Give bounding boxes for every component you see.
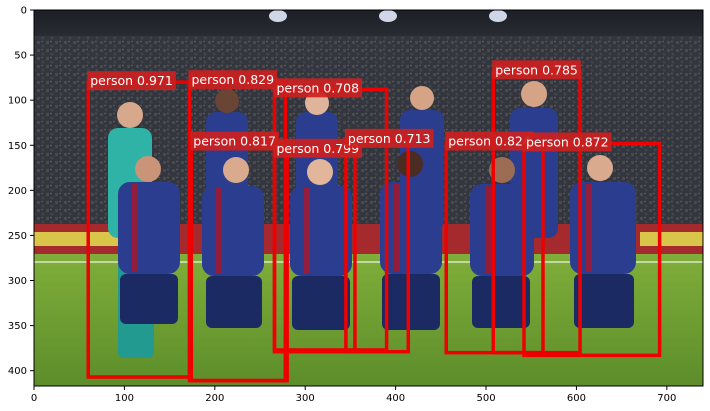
y-tick-label: 250: [8, 231, 27, 242]
x-tick-label: 700: [657, 393, 676, 404]
y-tick-label: 200: [8, 186, 27, 197]
detection-label: person 0.824: [448, 134, 531, 149]
y-tick-label: 50: [14, 51, 27, 62]
detection-label-bg: [273, 138, 363, 158]
y-tick-label: 150: [8, 141, 27, 152]
y-tick-label: 100: [8, 96, 27, 107]
x-tick-label: 400: [386, 393, 405, 404]
stadium-photo: [34, 10, 703, 386]
x-tick-label: 100: [115, 393, 134, 404]
detection-label: person 0.817: [193, 134, 276, 149]
detection-label: person 0.829: [191, 72, 274, 87]
axes-frame: [33, 9, 704, 387]
y-tick-label: 400: [8, 366, 27, 377]
detection-label: person 0.708: [276, 80, 359, 95]
detection-label-bg: [492, 60, 581, 80]
x-axis-ticks: 0 100 200 300 400 500 600 700: [31, 386, 676, 404]
x-tick-label: 300: [296, 393, 315, 404]
y-tick-label: 0: [21, 6, 27, 17]
y-tick-label: 350: [8, 321, 27, 332]
detection-label-bg: [344, 128, 434, 148]
detection-label-bg: [522, 132, 612, 152]
detection-label-bg: [87, 71, 176, 91]
detection-label: person 0.713: [348, 131, 431, 146]
detection-label: person 0.785: [495, 62, 578, 77]
x-tick-label: 0: [31, 393, 37, 404]
x-tick-label: 500: [476, 393, 495, 404]
detection-label-bg: [445, 131, 534, 151]
y-tick-label: 300: [8, 276, 27, 287]
detection-label: person 0.799: [276, 141, 359, 156]
x-tick-label: 200: [205, 393, 224, 404]
detection-label: person 0.971: [90, 73, 173, 88]
detection-label-bg: [273, 78, 363, 98]
detection-label-bg: [190, 131, 279, 151]
detection-label-bg: [188, 70, 278, 90]
x-tick-label: 600: [567, 393, 586, 404]
y-axis-ticks: 0 50 100 150 200 250 300 350 400: [8, 6, 34, 377]
detection-label: person 0.872: [526, 134, 609, 149]
